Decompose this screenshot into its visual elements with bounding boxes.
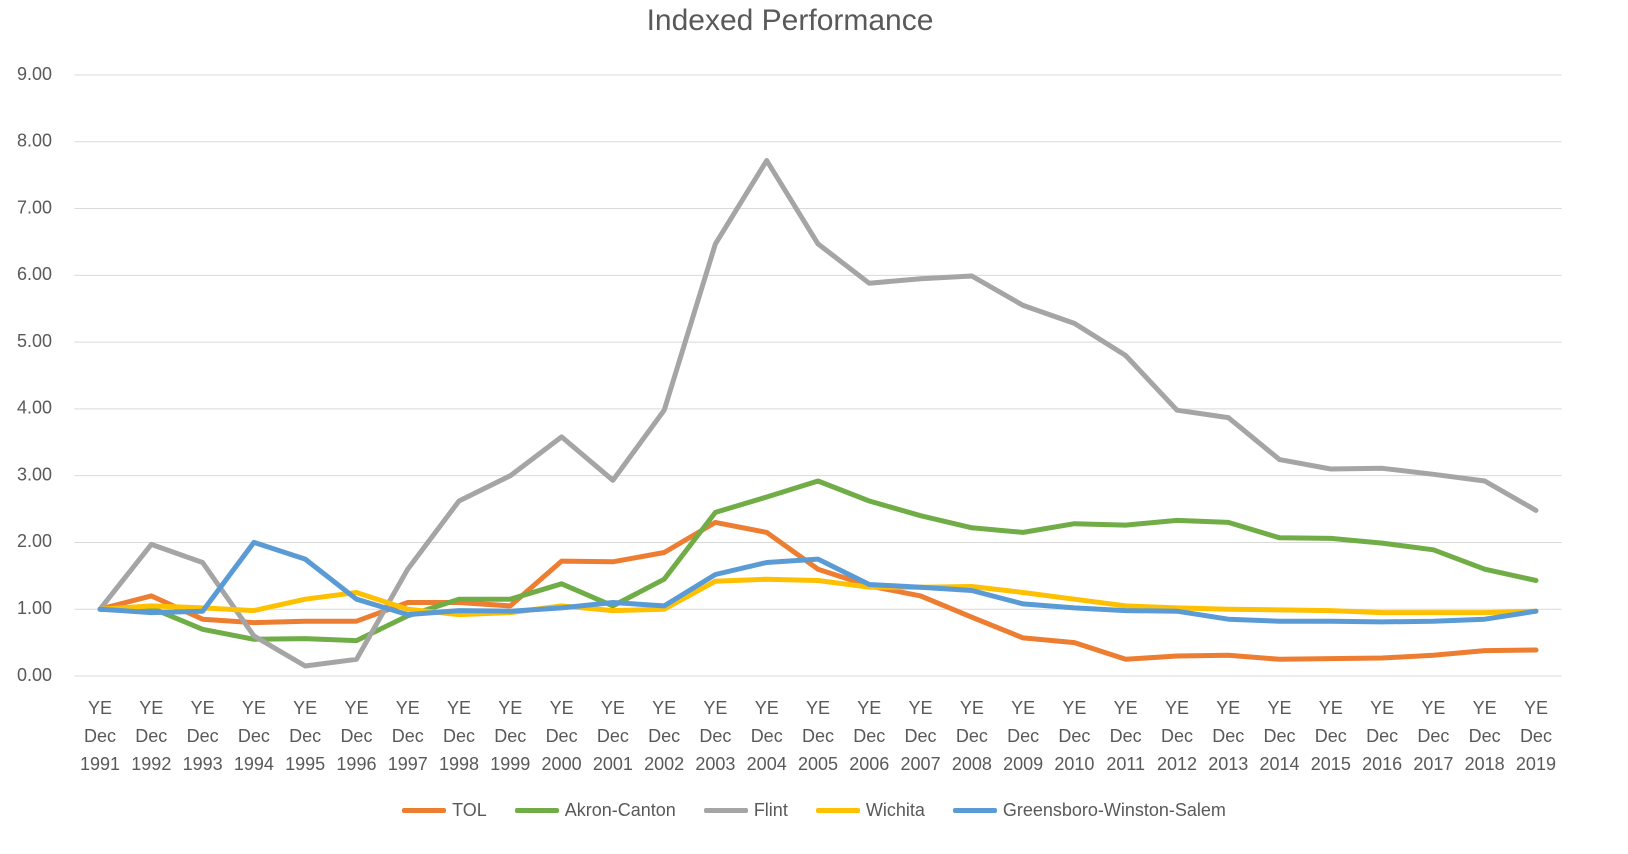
x-tick-label: YE Dec 1992: [131, 698, 172, 774]
legend-swatch: [402, 808, 447, 813]
x-tick-label: YE Dec 1998: [438, 698, 480, 774]
y-tick-label: 1.00: [17, 598, 52, 618]
y-tick-label: 7.00: [17, 197, 52, 217]
series-line: [97, 576, 1539, 618]
legend-swatch: [815, 808, 860, 813]
series-line: [97, 519, 1539, 662]
legend-item: Flint: [703, 800, 788, 821]
y-tick-label: 3.00: [17, 464, 52, 484]
x-tick-label: YE Dec 2010: [1054, 698, 1095, 774]
x-tick-label: YE Dec 1995: [285, 698, 326, 774]
legend-item: Akron-Canton: [514, 800, 676, 821]
x-tick-label: YE Dec 2017: [1413, 698, 1454, 774]
y-tick-label: 8.00: [17, 131, 52, 151]
x-tick-label: YE Dec 1999: [490, 698, 531, 774]
legend-item: Wichita: [815, 800, 925, 821]
y-tick-label: 4.00: [17, 398, 52, 418]
x-tick-label: YE Dec 2018: [1464, 698, 1505, 774]
chart-title: Indexed Performance: [647, 4, 934, 37]
x-tick-label: YE Dec 2014: [1259, 698, 1300, 774]
x-tick-label: YE Dec 1991: [80, 698, 121, 774]
x-tick-label: YE Dec 1997: [387, 698, 428, 774]
y-tick-label: 9.00: [17, 64, 52, 84]
legend-swatch: [952, 808, 997, 813]
x-tick-label: YE Dec 1996: [336, 698, 377, 774]
x-tick-label: YE Dec 2005: [797, 698, 839, 774]
y-tick-label: 0.00: [17, 665, 52, 685]
x-tick-label: YE Dec 2016: [1362, 698, 1403, 774]
x-tick-label: YE Dec 2012: [1156, 698, 1197, 774]
legend: TOL Akron-Canton Flint Wichita Greensboro-Wi…: [0, 800, 1628, 821]
x-tick-label: YE Dec 2008: [951, 698, 992, 774]
series-line: [97, 539, 1539, 625]
x-tick-label: YE Dec 2006: [849, 698, 890, 774]
series-line: [97, 478, 1539, 644]
series-line: [97, 158, 1539, 669]
legend-item: TOL: [402, 800, 487, 821]
legend-swatch: [514, 808, 559, 813]
y-tick-label: 6.00: [17, 264, 52, 284]
x-tick-label: YE Dec 2004: [746, 698, 787, 774]
x-tick-label: YE Dec 2009: [1003, 698, 1044, 774]
legend-label: Akron-Canton: [564, 800, 676, 820]
legend-label: Wichita: [865, 800, 925, 820]
y-tick-label: 2.00: [17, 531, 52, 551]
x-tick-label: YE Dec 2000: [541, 698, 582, 774]
x-tick-label: YE Dec 2003: [695, 698, 736, 774]
x-tick-label: YE Dec 1994: [233, 698, 274, 774]
x-tick-label: YE Dec 2007: [900, 698, 941, 774]
x-tick-label: YE Dec 2011: [1106, 698, 1146, 774]
legend-label: Flint: [753, 800, 788, 820]
legend-label: TOL: [452, 800, 487, 820]
x-tick-label: YE Dec 1993: [182, 698, 223, 774]
legend-swatch: [703, 808, 748, 813]
x-tick-label: YE Dec 2002: [644, 698, 685, 774]
x-tick-label: YE Dec 2013: [1208, 698, 1249, 774]
x-tick-label: YE Dec 2019: [1515, 698, 1556, 774]
y-tick-label: 5.00: [17, 331, 52, 351]
x-tick-label: YE Dec 2001: [592, 698, 633, 774]
legend-item: Greensboro-Winston-Salem: [952, 800, 1226, 821]
legend-label: Greensboro-Winston-Salem: [1002, 800, 1226, 820]
x-tick-label: YE Dec 2015: [1310, 698, 1351, 774]
